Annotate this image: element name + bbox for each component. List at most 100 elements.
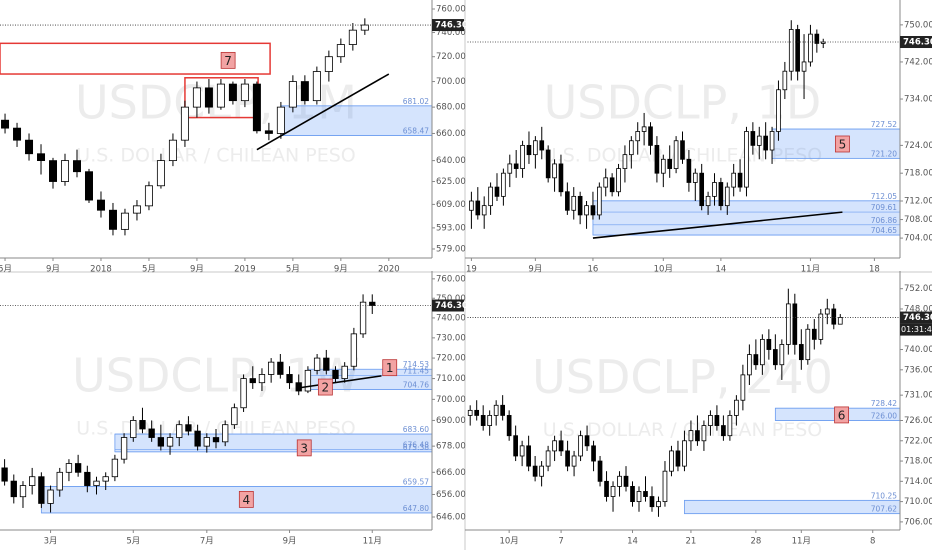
candle-body <box>737 172 743 188</box>
x-tick-label: 9月 <box>46 265 60 275</box>
watermark-title: USDCLP, 1M <box>75 76 357 130</box>
candle-body <box>571 455 577 467</box>
marker-box <box>834 406 849 424</box>
last-price-tag <box>432 299 464 312</box>
candle-body <box>231 407 238 426</box>
candle-body <box>252 83 261 132</box>
candle-body <box>469 200 474 211</box>
candle-body <box>47 489 54 504</box>
candle-body <box>222 424 229 443</box>
candle-body <box>721 425 726 437</box>
candle-body <box>25 139 34 155</box>
candle-body <box>597 186 602 216</box>
candle-body <box>597 460 603 482</box>
candle-body <box>194 430 201 447</box>
candle-body <box>552 440 557 452</box>
countdown-label: 01:31:44 <box>901 325 932 334</box>
candle-body <box>249 378 256 384</box>
y-tick-label: 690.00 <box>436 416 466 426</box>
candle-body <box>369 301 376 306</box>
candle-body <box>487 415 493 426</box>
candle-body <box>286 374 293 384</box>
candle-body <box>500 404 506 416</box>
candle-body <box>695 430 700 442</box>
candle-body <box>714 415 720 426</box>
candle-body <box>313 357 321 371</box>
y-tick-label: 724.00 <box>904 141 932 151</box>
y-tick-label: 625.00 <box>436 177 466 187</box>
candle-body <box>513 435 518 457</box>
candle-body <box>532 465 538 477</box>
y-tick-label: 731.00 <box>904 391 932 401</box>
candle-body <box>603 177 609 188</box>
candle-body <box>501 172 506 197</box>
candle-body <box>212 437 220 443</box>
candle-body <box>609 177 615 193</box>
candle-body <box>604 480 609 497</box>
candle-body <box>811 328 817 340</box>
candle-body <box>753 354 759 366</box>
y-tick-label: 720.00 <box>436 52 466 62</box>
x-tick-label: 5月 <box>286 265 300 275</box>
candle-body <box>120 212 129 230</box>
candle-body <box>584 435 590 447</box>
zone-label: 675.38 <box>403 443 429 452</box>
candle-body <box>276 106 285 134</box>
highlight-box <box>0 42 271 75</box>
candle-body <box>216 83 225 108</box>
candle-body <box>662 470 668 503</box>
x-tick-label: 9月 <box>190 265 204 275</box>
y-tick-label: 740.00 <box>436 313 466 323</box>
x-tick-label: 2020 <box>378 265 400 275</box>
candle-body <box>552 163 557 179</box>
candle-body <box>643 491 648 497</box>
y-tick-label: 740.00 <box>904 345 932 355</box>
y-tick-label: 710.00 <box>436 374 466 384</box>
y-tick-label: 660.00 <box>436 129 466 139</box>
candle-body <box>772 349 778 366</box>
x-tick-label: 9月 <box>283 537 297 547</box>
candle-body <box>204 87 213 108</box>
candle-body <box>779 344 785 366</box>
last-price-label: 746.30 <box>435 21 468 31</box>
candle-body <box>766 338 772 350</box>
candle-body <box>831 308 837 325</box>
candle-body <box>578 435 583 457</box>
y-tick-label: 752.00 <box>904 284 932 294</box>
x-tick-label: 21 <box>686 537 697 547</box>
marker-box <box>382 359 398 377</box>
candle-body <box>264 130 273 134</box>
x-tick-label: 9月 <box>334 265 348 275</box>
candle-body <box>533 140 538 156</box>
plot-area: USDCLP, 240 U.S. DOLLAR / CHILEAN PESO 728… <box>466 288 900 517</box>
countdown-tag <box>900 323 932 336</box>
candle-body <box>629 140 634 156</box>
candle-body <box>176 424 183 438</box>
candle-body <box>680 140 685 160</box>
candle-body <box>56 471 63 491</box>
candle-body <box>19 485 27 498</box>
candle-body <box>801 61 807 72</box>
candle-body <box>769 131 775 151</box>
x-tick-label: 14 <box>627 537 638 547</box>
candle-body <box>818 313 824 340</box>
candle-body <box>756 135 762 146</box>
candle-body <box>630 486 635 503</box>
y-tick-label: 726.00 <box>904 416 932 426</box>
candle-body <box>336 44 345 58</box>
candle-body <box>258 374 266 384</box>
candle-body <box>520 144 525 169</box>
watermark-title: USDCLP, 1D <box>544 76 822 130</box>
candle-body <box>724 186 730 207</box>
y-tick-label: 720.00 <box>436 354 466 364</box>
candle-body <box>38 476 45 504</box>
y-tick-label: 609.00 <box>436 200 466 210</box>
zone-label: 706.86 <box>871 216 897 225</box>
candle-body <box>610 486 616 497</box>
candle-body <box>359 301 367 335</box>
candle-body <box>718 182 724 207</box>
x-tick-label: 18 <box>869 265 880 275</box>
y-tick-label: 700.00 <box>436 77 466 87</box>
candle-body <box>467 409 473 416</box>
candle-body <box>267 361 275 375</box>
